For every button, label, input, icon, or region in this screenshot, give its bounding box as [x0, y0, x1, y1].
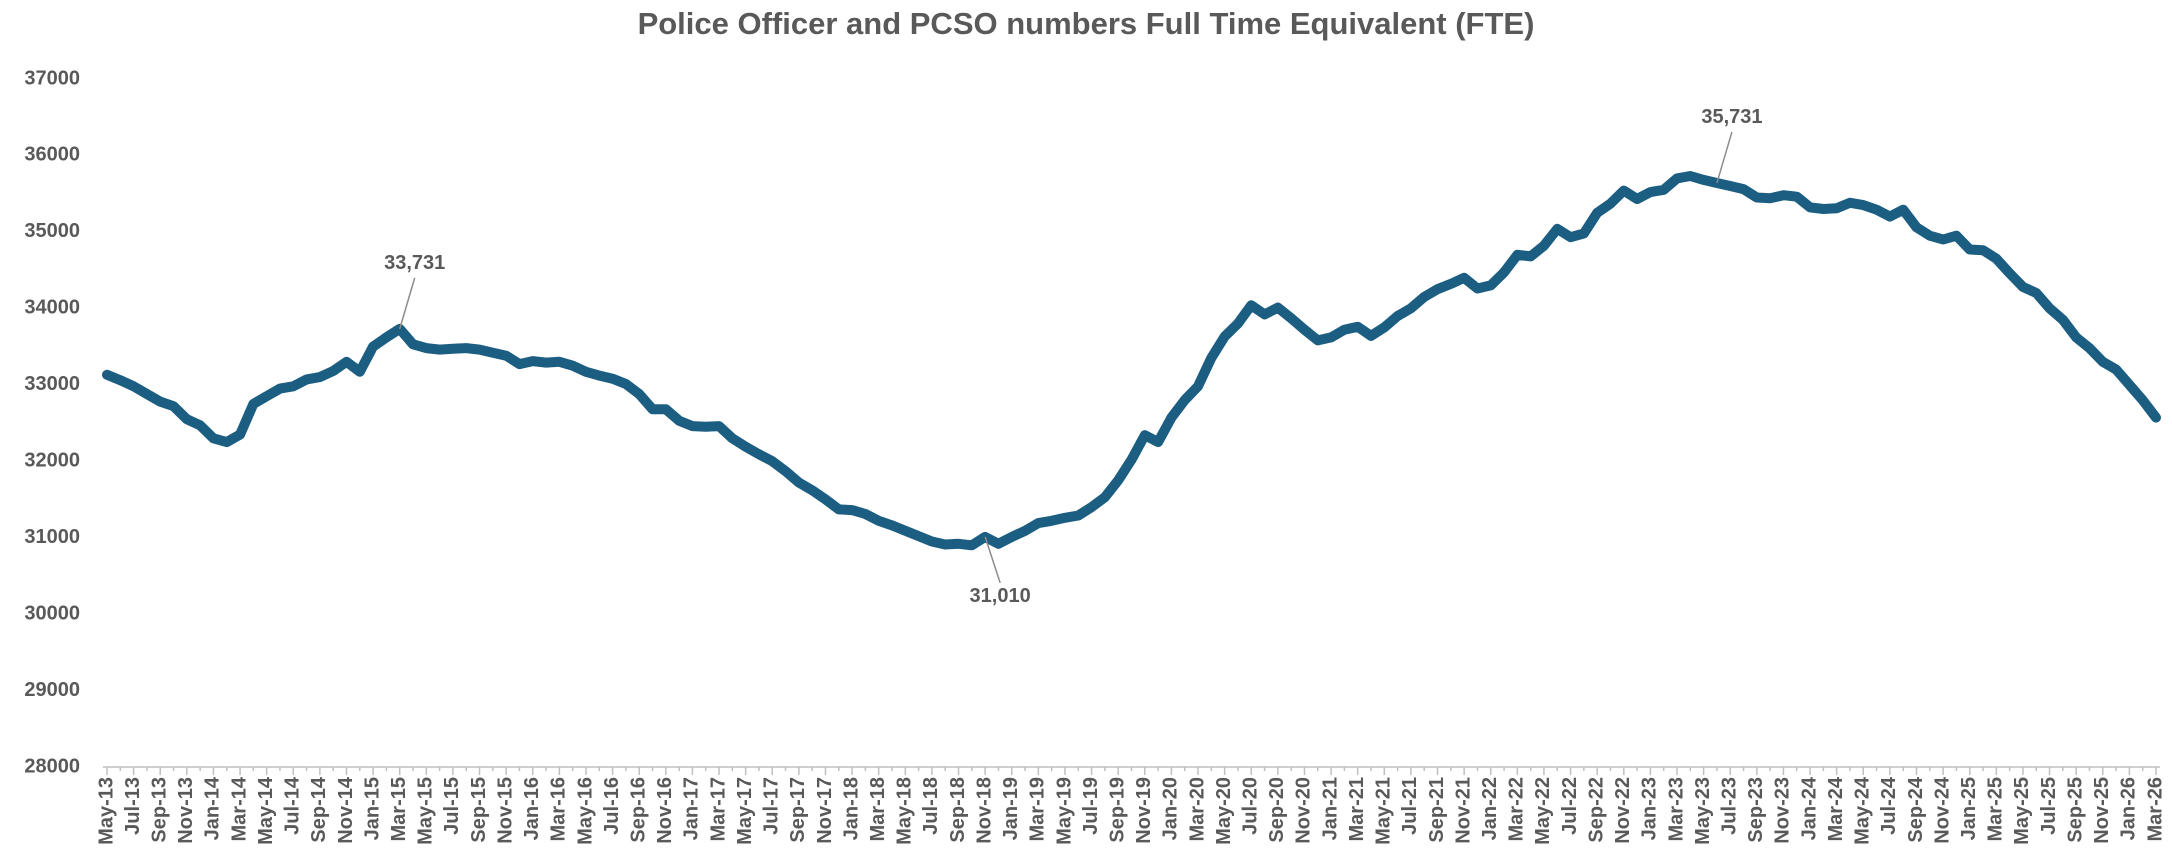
y-tick-label: 28000	[24, 755, 80, 777]
x-tick-label: Jan-15	[361, 777, 383, 840]
x-tick-label: Jul-13	[122, 777, 144, 835]
x-tick-label: Sep-25	[2064, 777, 2086, 843]
x-tick-label: Jan-14	[202, 776, 224, 840]
x-tick-label: Mar-15	[388, 777, 410, 841]
x-tick-label: Jul-23	[1719, 777, 1741, 835]
x-tick-label: Jul-18	[920, 777, 942, 835]
x-tick-label: May-20	[1213, 777, 1235, 845]
leader-line	[1716, 131, 1733, 184]
x-tick-label: Nov-13	[175, 777, 197, 844]
x-tick-label: Nov-22	[1612, 777, 1634, 844]
x-tick-label: May-21	[1373, 777, 1395, 845]
leader-line	[984, 536, 1001, 584]
x-tick-label: Jan-23	[1639, 777, 1661, 840]
line-series	[102, 171, 2161, 551]
x-tick-label: Mar-22	[1506, 777, 1528, 841]
y-tick-label: 29000	[24, 679, 80, 701]
x-tick-label: Mar-24	[1825, 776, 1847, 841]
x-tick-label: Sep-23	[1745, 777, 1767, 843]
x-tick-label: May-19	[1053, 777, 1075, 845]
x-tick-label: Jul-14	[282, 776, 304, 835]
x-tick-label: May-15	[415, 777, 437, 845]
x-tick-label: Nov-21	[1452, 777, 1474, 844]
x-tick-label: Sep-24	[1905, 776, 1927, 842]
x-tick-label: Sep-19	[1106, 777, 1128, 843]
x-tick-label: Mar-20	[1186, 777, 1208, 841]
x-tick-label: Jan-16	[521, 777, 543, 840]
x-tick-label: Jan-20	[1160, 777, 1182, 840]
x-tick-label: Mar-18	[867, 777, 889, 841]
x-tick-label: Mar-17	[707, 777, 729, 841]
x-tick-label: Jul-25	[2038, 777, 2060, 835]
x-tick-label: Jan-25	[1958, 777, 1980, 840]
x-tick-label: Jan-26	[2118, 777, 2140, 840]
x-tick-label: Sep-15	[468, 777, 490, 843]
x-tick-label: May-25	[2011, 777, 2033, 845]
x-tick-label: Nov-17	[814, 777, 836, 844]
x-tick-label: Mar-26	[2144, 777, 2166, 841]
y-tick-label: 35000	[24, 220, 80, 242]
x-tick-label: May-22	[1532, 777, 1554, 845]
x-tick-label: Nov-23	[1772, 777, 1794, 844]
x-tick-label: Nov-20	[1293, 777, 1315, 844]
x-tick-label: Nov-16	[654, 777, 676, 844]
y-tick-label: 30000	[24, 602, 80, 624]
x-tick-label: Jul-16	[601, 777, 623, 835]
x-tick-label: Sep-14	[308, 776, 330, 842]
x-tick-label: Jul-17	[761, 777, 783, 835]
x-tick-label: May-18	[894, 777, 916, 845]
x-tick-label: Jul-22	[1559, 777, 1581, 835]
x-tick-label: Mar-14	[228, 776, 250, 841]
x-tick-label: Jan-24	[1798, 776, 1820, 840]
x-tick-label: Mar-16	[548, 777, 570, 841]
x-tick-label: Jul-19	[1080, 777, 1102, 835]
x-tick-label: Nov-18	[973, 777, 995, 844]
x-tick-label: Jan-17	[681, 777, 703, 840]
x-tick-label: May-14	[255, 776, 277, 845]
x-tick-label: Jul-24	[1878, 776, 1900, 835]
chart-title: Police Officer and PCSO numbers Full Tim…	[638, 6, 1535, 41]
data-label: 31,010	[970, 585, 1031, 607]
x-tick-label: May-13	[95, 777, 117, 845]
x-tick-label: Nov-25	[2091, 777, 2113, 844]
x-tick-label: Sep-20	[1266, 777, 1288, 843]
x-tick-label: Nov-19	[1133, 777, 1155, 844]
x-tick-label: Mar-19	[1027, 777, 1049, 841]
x-tick-label: Mar-23	[1665, 777, 1687, 841]
x-tick-label: May-17	[734, 777, 756, 845]
x-tick-label: Jul-21	[1399, 777, 1421, 835]
x-tick-label: Jul-20	[1240, 777, 1262, 835]
y-tick-label: 34000	[24, 297, 80, 319]
data-label: 33,731	[384, 252, 445, 274]
data-label: 35,731	[1701, 106, 1762, 128]
x-tick-label: Nov-15	[494, 777, 516, 844]
x-tick-label: May-23	[1692, 777, 1714, 845]
x-tick-label: Jan-19	[1000, 777, 1022, 840]
y-tick-label: 33000	[24, 373, 80, 395]
y-tick-label: 31000	[24, 526, 80, 548]
x-tick-label: Sep-17	[787, 777, 809, 843]
x-tick-label: Jan-21	[1319, 777, 1341, 840]
x-tick-label: Jan-22	[1479, 777, 1501, 840]
x-tick-label: Sep-13	[149, 777, 171, 843]
x-tick-label: Mar-25	[1985, 777, 2007, 841]
x-tick-label: Sep-22	[1585, 777, 1607, 843]
x-tick-label: Sep-16	[627, 777, 649, 843]
x-tick-label: Sep-18	[947, 777, 969, 843]
y-tick-label: 37000	[24, 67, 80, 89]
x-tick-label: Nov-24	[1931, 776, 1953, 844]
x-tick-label: Sep-21	[1426, 777, 1448, 843]
x-tick-label: Jul-15	[441, 777, 463, 835]
y-tick-label: 36000	[24, 144, 80, 166]
x-tick-label: May-16	[574, 777, 596, 845]
x-tick-label: Mar-21	[1346, 777, 1368, 841]
x-tick-label: Jan-18	[840, 777, 862, 840]
x-tick-label: May-24	[1852, 776, 1874, 845]
y-tick-label: 32000	[24, 450, 80, 472]
x-tick-label: Nov-14	[335, 776, 357, 844]
leader-line	[398, 277, 416, 330]
